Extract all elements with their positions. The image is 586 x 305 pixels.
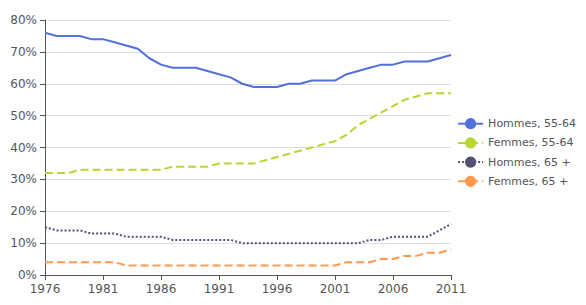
svg-text:1981: 1981 bbox=[88, 282, 119, 296]
svg-text:Hommes, 55-64: Hommes, 55-64 bbox=[488, 117, 576, 130]
svg-text:80%: 80% bbox=[10, 13, 37, 27]
svg-text:60%: 60% bbox=[10, 77, 37, 91]
svg-text:50%: 50% bbox=[10, 109, 37, 123]
svg-text:2006: 2006 bbox=[378, 282, 409, 296]
svg-text:1986: 1986 bbox=[146, 282, 177, 296]
svg-text:2001: 2001 bbox=[320, 282, 351, 296]
svg-text:0%: 0% bbox=[18, 268, 37, 282]
svg-text:10%: 10% bbox=[10, 236, 37, 250]
svg-text:40%: 40% bbox=[10, 141, 37, 155]
svg-text:Femmes, 65 +: Femmes, 65 + bbox=[488, 175, 568, 188]
svg-text:Hommes, 65 +: Hommes, 65 + bbox=[488, 156, 571, 169]
svg-text:1996: 1996 bbox=[262, 282, 293, 296]
svg-text:1976: 1976 bbox=[30, 282, 61, 296]
svg-text:70%: 70% bbox=[10, 45, 37, 59]
svg-text:2011: 2011 bbox=[436, 282, 467, 296]
svg-text:20%: 20% bbox=[10, 204, 37, 218]
svg-text:30%: 30% bbox=[10, 172, 37, 186]
svg-text:1991: 1991 bbox=[204, 282, 235, 296]
svg-text:Femmes, 55-64: Femmes, 55-64 bbox=[488, 136, 573, 149]
